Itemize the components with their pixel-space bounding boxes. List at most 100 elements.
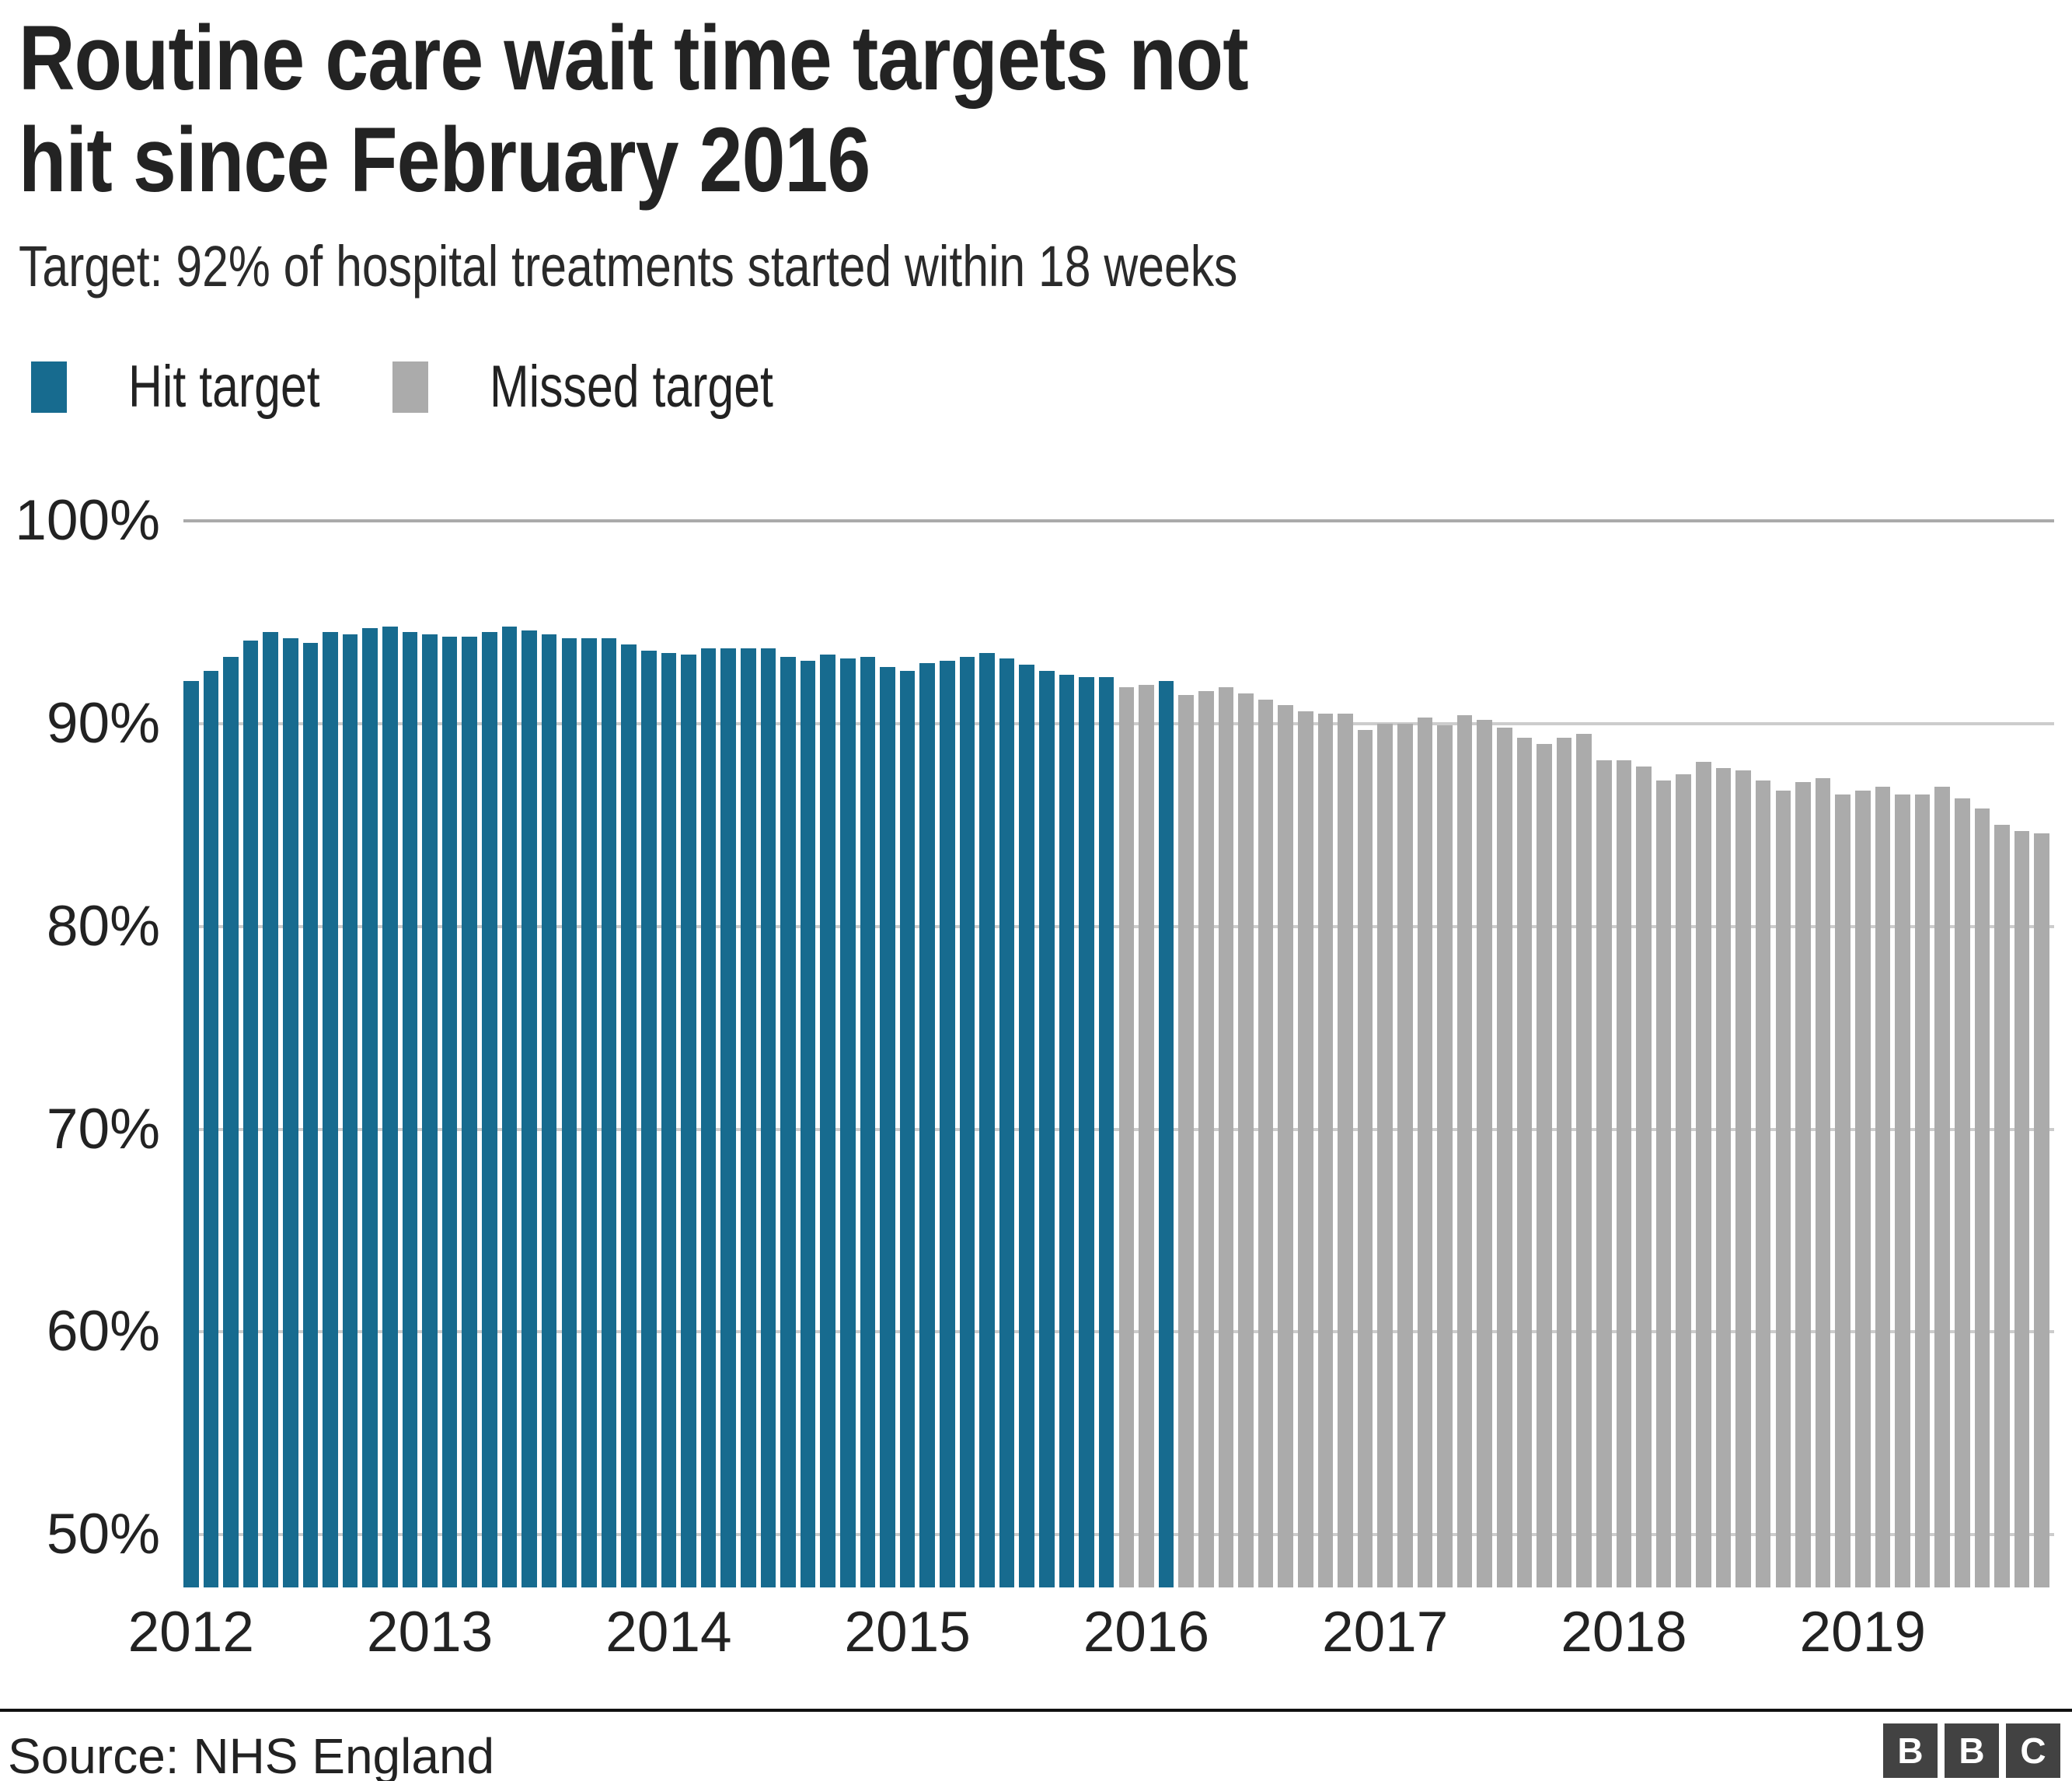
gridline-100: [183, 519, 2054, 522]
y-axis-label-50: 50%: [46, 1503, 160, 1566]
bar-sep-2018: [1775, 790, 1791, 1587]
bar-may-2019: [1934, 786, 1950, 1587]
y-axis-label-90: 90%: [46, 691, 160, 755]
bar-jul-2012: [302, 642, 319, 1587]
bar-feb-2018: [1636, 766, 1652, 1587]
bbc-logo-block-1: B: [1883, 1723, 1938, 1778]
bar-jun-2018: [1715, 768, 1732, 1587]
bar-sep-2012: [342, 634, 358, 1587]
bbc-logo-block-2: B: [1945, 1723, 1999, 1778]
bar-oct-2015: [1079, 676, 1094, 1587]
x-axis-label-2018: 2018: [1561, 1601, 1687, 1664]
x-axis-label-2019: 2019: [1799, 1601, 1926, 1664]
bar-dec-2017: [1596, 760, 1612, 1587]
bar-jan-2017: [1377, 723, 1393, 1587]
bar-sep-2017: [1537, 743, 1552, 1587]
bar-sep-2016: [1297, 711, 1313, 1587]
bar-jul-2014: [780, 656, 796, 1587]
bar-nov-2014: [860, 656, 876, 1587]
bar-apr-2014: [720, 648, 736, 1587]
bar-jan-2012: [183, 681, 199, 1587]
bbc-logo-letter: B: [1959, 1730, 1985, 1771]
bar-feb-2015: [919, 662, 935, 1587]
bar-jun-2019: [1954, 798, 1970, 1587]
bar-nov-2012: [382, 626, 398, 1587]
y-axis-label-80: 80%: [46, 894, 160, 958]
bar-jun-2013: [521, 630, 537, 1587]
bar-feb-2013: [441, 636, 458, 1587]
bar-sep-2015: [1059, 675, 1075, 1587]
bar-mar-2019: [1895, 794, 1910, 1587]
bar-mar-2012: [223, 656, 239, 1587]
bar-may-2013: [501, 626, 518, 1587]
bar-sep-2013: [581, 638, 597, 1587]
bar-jun-2015: [999, 658, 1015, 1587]
bar-mar-2016: [1178, 695, 1194, 1587]
bar-mar-2014: [700, 648, 717, 1587]
bar-sep-2014: [820, 655, 835, 1587]
bar-nov-2013: [621, 644, 637, 1587]
bar-sep-2019: [2014, 831, 2030, 1587]
bar-jul-2013: [541, 634, 557, 1587]
bar-feb-2017: [1397, 723, 1413, 1587]
bar-apr-2017: [1437, 725, 1453, 1587]
bar-apr-2013: [482, 632, 497, 1587]
y-axis-label-100: 100%: [15, 489, 160, 552]
bar-jun-2012: [283, 638, 298, 1587]
chart-title: Routine care wait time targets not hit s…: [19, 8, 1249, 211]
legend-label-missed: Missed target: [490, 354, 773, 420]
bar-dec-2014: [880, 666, 895, 1587]
bar-may-2012: [263, 632, 278, 1587]
bar-dec-2013: [640, 650, 657, 1587]
bar-may-2017: [1456, 715, 1473, 1587]
x-axis-label-2017: 2017: [1321, 1601, 1449, 1664]
bar-jan-2016: [1139, 685, 1154, 1587]
x-axis-label-2013: 2013: [366, 1601, 494, 1664]
bar-mar-2013: [462, 636, 478, 1587]
bar-jul-2015: [1019, 665, 1035, 1587]
bar-oct-2017: [1556, 738, 1572, 1587]
y-axis-label-60: 60%: [46, 1300, 160, 1364]
bar-feb-2012: [203, 671, 219, 1587]
bar-mar-2017: [1417, 718, 1433, 1587]
bar-oct-2013: [601, 638, 617, 1587]
bar-feb-2014: [681, 655, 696, 1587]
bar-jul-2017: [1497, 728, 1512, 1587]
bar-apr-2019: [1914, 794, 1931, 1587]
bar-apr-2018: [1676, 774, 1692, 1587]
bar-dec-2015: [1118, 686, 1135, 1587]
bar-nov-2018: [1815, 778, 1831, 1587]
bar-apr-2016: [1198, 691, 1214, 1587]
bar-jul-2019: [1974, 808, 1990, 1587]
bar-nov-2015: [1098, 676, 1114, 1587]
bar-aug-2015: [1039, 671, 1055, 1587]
bar-jul-2018: [1735, 770, 1751, 1587]
chart-subtitle: Target: 92% of hospital treatments start…: [19, 234, 1238, 299]
bar-nov-2016: [1338, 713, 1353, 1587]
bar-jun-2016: [1238, 693, 1254, 1587]
bar-jan-2019: [1854, 790, 1871, 1587]
legend-swatch-hit: [31, 361, 67, 413]
bar-aug-2013: [561, 638, 577, 1587]
legend-label-hit: Hit target: [128, 354, 320, 420]
bar-jan-2014: [661, 652, 677, 1587]
legend: Hit target Missed target: [0, 354, 2072, 420]
legend-swatch-missed: [392, 361, 428, 413]
bar-may-2014: [740, 648, 756, 1587]
bar-jan-2015: [899, 671, 916, 1587]
bar-aug-2012: [323, 632, 338, 1587]
bar-jul-2016: [1258, 699, 1274, 1587]
bar-nov-2017: [1576, 733, 1592, 1587]
bar-may-2018: [1696, 762, 1711, 1587]
bar-dec-2018: [1835, 794, 1850, 1587]
bar-feb-2019: [1875, 786, 1891, 1587]
bar-aug-2016: [1278, 705, 1293, 1587]
bar-oct-2018: [1795, 782, 1811, 1587]
y-axis-label-70: 70%: [46, 1097, 160, 1161]
bbc-logo-letter: C: [2020, 1730, 2046, 1771]
bar-oct-2016: [1317, 713, 1334, 1587]
bar-jun-2014: [760, 648, 776, 1587]
bar-may-2016: [1218, 686, 1234, 1587]
bar-jan-2018: [1616, 760, 1632, 1587]
x-axis-label-2014: 2014: [605, 1601, 732, 1664]
